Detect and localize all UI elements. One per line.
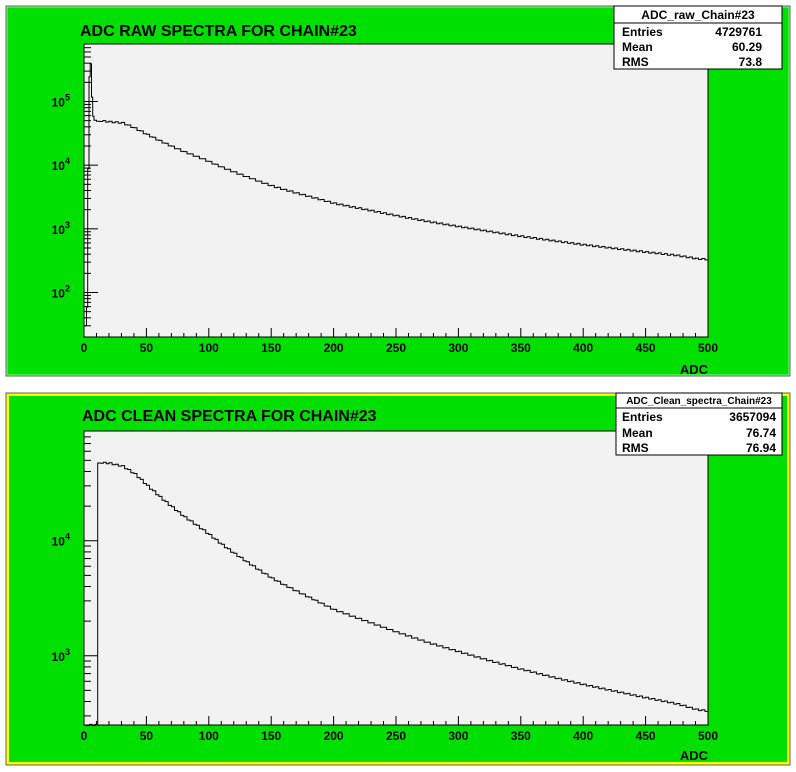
plot-frame [83,43,709,338]
chart-title: ADC RAW SPECTRA FOR CHAIN#23 [80,23,357,40]
x-tick-label: 100 [199,729,219,743]
histogram-line [84,461,709,727]
x-tick-label: 250 [386,729,406,743]
stats-value-mean: 60.29 [732,40,762,54]
y-tick-exponent: 4 [65,156,70,166]
x-tick-label: 0 [81,341,88,355]
x-tick-label: 450 [636,729,656,743]
stats-label-mean: Mean [622,426,653,440]
x-tick-label: 150 [261,729,281,743]
x-tick-label: 50 [140,341,154,355]
y-tick-exponent: 2 [65,283,70,293]
stats-label-rms: RMS [622,441,649,455]
x-tick-label: 500 [698,729,718,743]
stats-box-frame [615,392,783,456]
y-tick-exponent: 5 [65,92,70,102]
stats-label-mean: Mean [622,40,653,54]
x-axis: 0 50 100 150 200 250 300 350 400 450 500 [81,716,718,743]
x-tick-label: 150 [261,341,281,355]
panel-bevel [6,6,790,376]
histogram-line [84,63,709,327]
x-tick-label: 50 [140,729,154,743]
y-tick-exponent: 3 [65,220,70,230]
stats-name: ADC_raw_Chain#23 [641,8,755,22]
stats-value-rms: 73.8 [739,55,763,69]
plot-frame [83,430,709,726]
stats-value-entries: 3657094 [729,410,776,424]
panel-raw: 0 50 100 150 200 250 300 350 400 450 500 102103104… [5,5,791,377]
x-axis-label: ADC [680,362,709,377]
stats-label-entries: Entries [622,410,663,424]
x-tick-label: 300 [448,729,468,743]
chart-title: ADC CLEAN SPECTRA FOR CHAIN#23 [82,408,377,425]
stats-label-entries: Entries [622,25,663,39]
x-tick-label: 350 [511,341,531,355]
stats-value-mean: 76.74 [746,426,776,440]
stats-box: ADC_Clean_spectra_Chain#23 Entries 36570… [615,392,783,456]
x-tick-label: 250 [386,341,406,355]
x-tick-label: 400 [573,341,593,355]
y-tick-exponent: 3 [65,647,70,657]
stats-value-rms: 76.94 [746,441,776,455]
x-axis-label: ADC [680,748,709,763]
x-tick-label: 400 [573,729,593,743]
stats-box-frame [613,5,783,70]
stats-box: ADC_raw_Chain#23 Entries 4729761 Mean 60… [613,5,783,70]
x-tick-label: 300 [448,341,468,355]
y-tick-exponent: 4 [65,532,70,542]
x-tick-label: 350 [511,729,531,743]
x-tick-label: 200 [324,341,344,355]
x-tick-label: 100 [199,341,219,355]
stats-value-entries: 4729761 [715,25,762,39]
x-tick-label: 0 [81,729,88,743]
stats-name: ADC_Clean_spectra_Chain#23 [626,396,772,407]
x-tick-label: 450 [636,341,656,355]
x-axis: 0 50 100 150 200 250 300 350 400 450 500 [81,328,718,355]
x-tick-label: 500 [698,341,718,355]
stats-label-rms: RMS [622,55,649,69]
x-tick-label: 200 [324,729,344,743]
